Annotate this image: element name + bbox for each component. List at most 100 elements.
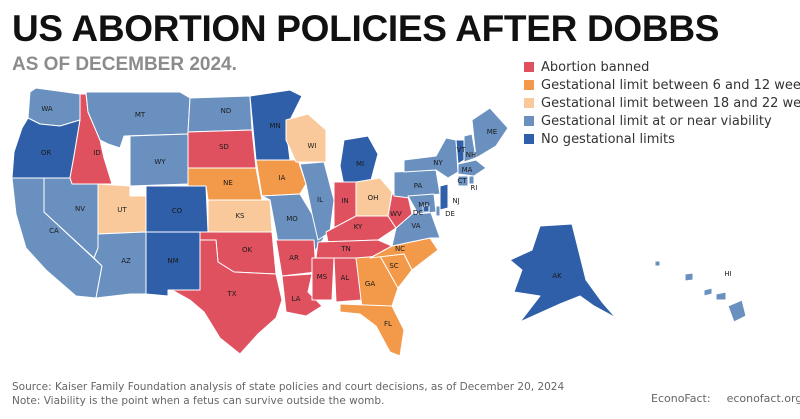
state-DC: [422, 205, 430, 213]
state-AK: [509, 223, 617, 323]
legend-swatch-banned: [524, 62, 534, 72]
state-MS: [311, 257, 335, 301]
state-IL: [299, 161, 335, 241]
label-NM: NM: [167, 257, 178, 265]
state-MT: [85, 91, 191, 149]
label-IN: IN: [341, 197, 348, 205]
label-MN: MN: [269, 122, 280, 130]
label-OR: OR: [41, 149, 52, 157]
legend-label-banned: Abortion banned: [541, 59, 650, 75]
legend-swatch-limit-6-12: [524, 80, 534, 90]
state-HI-islet: [654, 260, 661, 267]
brand-name: EconoFact:: [651, 392, 711, 405]
us-map: WA OR CA ID NV MT WY UT AZ CO NM ND SD N…: [11, 87, 747, 357]
label-SC: SC: [389, 262, 398, 270]
label-IL: IL: [317, 196, 323, 204]
legend-label-viability: Gestational limit at or near viability: [541, 113, 772, 129]
state-RI: [468, 175, 475, 185]
label-AL: AL: [341, 274, 350, 282]
label-GA: GA: [365, 280, 375, 288]
state-FL: [339, 303, 405, 357]
legend-item-limit-6-12: Gestational limit between 6 and 12 weeks: [524, 76, 800, 94]
label-FL: FL: [384, 320, 392, 328]
state-CT: [457, 175, 469, 187]
label-MA: MA: [462, 166, 473, 174]
legend-swatch-limit-18-22: [524, 98, 534, 108]
label-IA: IA: [279, 174, 286, 182]
legend-swatch-viability: [524, 116, 534, 126]
legend-item-banned: Abortion banned: [524, 58, 800, 76]
label-TX: TX: [226, 290, 236, 298]
label-TN: TN: [340, 245, 351, 253]
label-HI: HI: [724, 270, 731, 278]
state-IA: [255, 159, 307, 197]
brand: EconoFact: econofact.org: [651, 392, 800, 405]
label-NY: NY: [433, 159, 443, 167]
legend-label-limit-18-22: Gestational limit between 18 and 22 week…: [541, 95, 800, 111]
state-WI: [285, 113, 327, 163]
label-MT: MT: [135, 111, 146, 119]
label-CO: CO: [172, 207, 183, 215]
state-WV: [387, 193, 413, 229]
label-SD: SD: [219, 143, 229, 151]
label-ME: ME: [487, 128, 497, 136]
state-AZ: [93, 231, 147, 299]
state-MA: [457, 159, 487, 177]
label-NC: NC: [395, 245, 405, 253]
label-ID: ID: [93, 149, 100, 157]
label-NV: NV: [75, 205, 85, 213]
label-CA: CA: [49, 227, 59, 235]
legend-swatch-none: [524, 134, 534, 144]
state-ME: [471, 107, 509, 159]
viability-note: Note: Viability is the point when a fetu…: [12, 395, 385, 407]
legend-item-none: No gestational limits: [524, 130, 800, 148]
label-CT: CT: [457, 177, 467, 185]
legend: Abortion banned Gestational limit betwee…: [524, 58, 800, 148]
legend-item-limit-18-22: Gestational limit between 18 and 22 week…: [524, 94, 800, 112]
label-AR: AR: [289, 254, 299, 262]
page-title: US ABORTION POLICIES AFTER DOBBS: [12, 8, 720, 49]
label-KY: KY: [354, 223, 363, 231]
label-UT: UT: [117, 206, 127, 214]
label-PA: PA: [414, 182, 423, 190]
brand-link[interactable]: econofact.org: [726, 392, 800, 405]
label-NJ: NJ: [452, 197, 459, 205]
legend-item-viability: Gestational limit at or near viability: [524, 112, 800, 130]
label-KS: KS: [235, 212, 245, 220]
label-VA: VA: [411, 222, 420, 230]
page-subtitle: AS OF DECEMBER 2024.: [12, 54, 237, 75]
label-DC: DC: [413, 209, 423, 217]
state-HI-maui: [715, 291, 727, 301]
label-WV: WV: [390, 210, 402, 218]
label-LA: LA: [292, 295, 301, 303]
state-OR: [11, 117, 81, 179]
label-RI: RI: [471, 184, 478, 192]
label-WY: WY: [154, 158, 166, 166]
label-MS: MS: [317, 273, 328, 281]
label-MI: MI: [356, 160, 364, 168]
label-NH: NH: [466, 151, 477, 159]
label-MD: MD: [418, 201, 429, 209]
label-ND: ND: [221, 107, 232, 115]
state-DE: [435, 205, 441, 217]
state-NJ: [439, 183, 449, 211]
state-HI-kauai: [684, 272, 694, 282]
label-OK: OK: [242, 246, 253, 254]
label-VT: VT: [456, 146, 466, 154]
state-HI-oahu: [703, 287, 713, 297]
label-DE: DE: [445, 210, 455, 218]
label-AK: AK: [552, 272, 562, 280]
label-NE: NE: [223, 179, 233, 187]
state-TX: [171, 239, 283, 355]
label-MO: MO: [286, 215, 298, 223]
source-note: Source: Kaiser Family Foundation analysi…: [12, 381, 565, 393]
legend-label-limit-6-12: Gestational limit between 6 and 12 weeks: [541, 77, 800, 93]
label-AZ: AZ: [121, 257, 131, 265]
label-WI: WI: [308, 142, 317, 150]
label-OH: OH: [368, 194, 379, 202]
footer-notes: Source: Kaiser Family Foundation analysi…: [12, 380, 564, 408]
legend-label-none: No gestational limits: [541, 131, 675, 147]
state-WA: [27, 87, 81, 127]
state-HI: [727, 299, 747, 323]
label-WA: WA: [41, 105, 53, 113]
